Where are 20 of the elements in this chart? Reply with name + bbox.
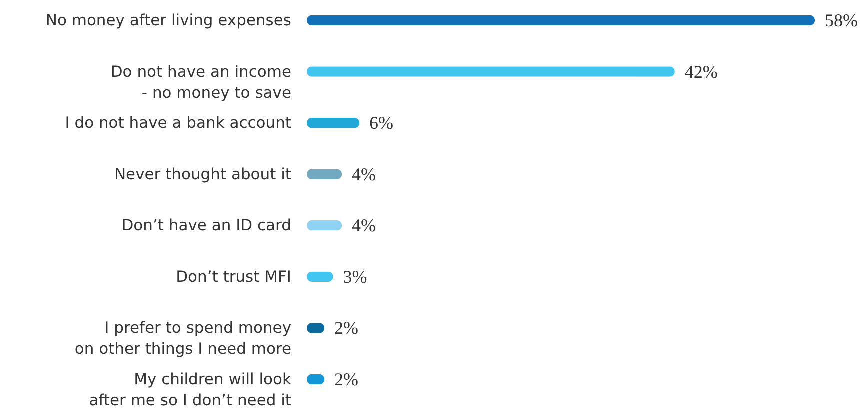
- data-label: 4%: [352, 216, 376, 236]
- bar: [307, 66, 675, 77]
- y-tick-label: I prefer to spend money on other things I need more: [74, 319, 292, 358]
- y-tick-label: No money after living expenses: [46, 12, 292, 30]
- data-label: 2%: [334, 369, 359, 390]
- data-label: 42%: [684, 62, 718, 82]
- y-tick-label: I do not have a bank account: [65, 114, 292, 132]
- y-tick-label: My children will look after me so I don’t need it: [89, 370, 292, 410]
- y-tick-label: Don’t trust MFI: [176, 268, 292, 286]
- y-tick-label: Do not have an income - no money to save: [110, 62, 292, 102]
- y-tick-label: Don’t have an ID card: [122, 216, 292, 235]
- data-label: 58%: [825, 10, 858, 31]
- data-label: 3%: [343, 266, 368, 287]
- bar: [307, 15, 815, 26]
- bar: [307, 118, 360, 128]
- bar: [307, 169, 342, 180]
- data-label: 4%: [352, 164, 376, 184]
- data-label: 2%: [334, 318, 359, 338]
- y-tick-label: Never thought about it: [114, 165, 292, 184]
- data-label: 6%: [370, 113, 394, 134]
